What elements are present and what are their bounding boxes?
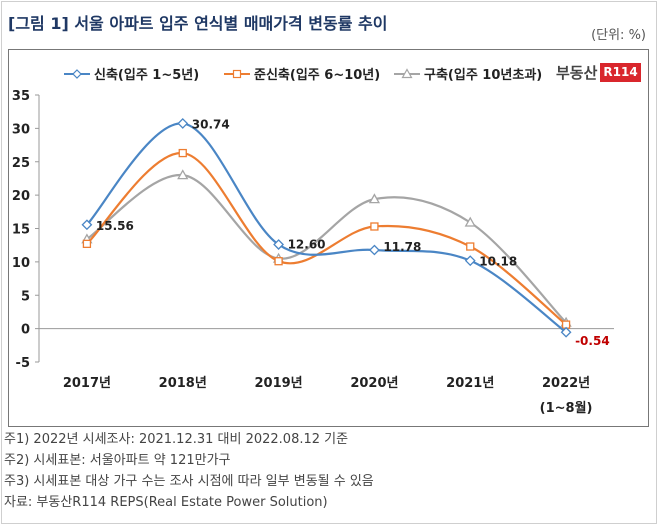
- data-point-marker: [177, 169, 189, 180]
- data-point-marker: [82, 239, 92, 249]
- footnote-2: 주2) 시세표본: 서울아파트 약 121만가구: [4, 453, 231, 468]
- series-line: [86, 173, 567, 324]
- x-tick-label: 2021년: [446, 376, 494, 391]
- x-tick-label: 2018년: [159, 376, 207, 391]
- chart-area: -5 0 5 10 15 20 25 30 35 2017년 2018년 2019년 2020년 2021…: [8, 49, 649, 427]
- y-tick-label: 15: [12, 223, 30, 238]
- legend: 신축(입주 1~5년) 준신축(입주 6~10년) 구축(입주 10년초과): [64, 67, 542, 83]
- data-point-marker: [81, 219, 93, 231]
- data-label: 15.56: [96, 219, 134, 233]
- data-point-marker: [370, 222, 379, 231]
- data-point-marker: [368, 244, 380, 256]
- figure-title: [그림 1] 서울 아파트 입주 연식별 매매가격 변동률 추이: [8, 14, 388, 33]
- footnote-1: 주1) 2022년 시세조사: 2021.12.31 대비 2022.08.12…: [4, 432, 349, 447]
- line-chart: -5 0 5 10 15 20 25 30 35 2017년 2018년 2019년 2020년 2021…: [12, 67, 614, 416]
- x-tick-label: 2019년: [255, 376, 303, 391]
- data-point-marker: [368, 193, 381, 204]
- y-tick-label: 35: [12, 89, 30, 104]
- x-tick-label: 2022년: [542, 376, 590, 391]
- data-point-marker: [177, 118, 189, 129]
- y-tick-label: 0: [21, 323, 30, 338]
- x-tick-label: 2020년: [350, 376, 398, 391]
- y-tick-label: 30: [12, 122, 30, 137]
- data-point-marker: [560, 326, 572, 338]
- footnote-3: 주3) 시세표본 대상 가구 수는 조사 시점에 따라 일부 변동될 수 있음: [4, 474, 374, 489]
- logo-badge: R114: [600, 63, 641, 82]
- data-point-marker: [273, 239, 285, 250]
- data-label: 10.18: [479, 255, 517, 269]
- data-label: 11.78: [383, 240, 421, 254]
- series-line: [86, 122, 567, 334]
- data-point-marker: [464, 255, 476, 267]
- y-tick-label: 25: [12, 156, 30, 171]
- logo: 부동산 R114: [556, 62, 641, 83]
- legend-marker: [401, 68, 413, 79]
- legend-label: 신축(입주 1~5년): [94, 67, 199, 83]
- legend-label: 준신축(입주 6~10년): [254, 67, 380, 83]
- data-label: -0.54: [575, 334, 610, 348]
- x-tick-label: (1~8월): [540, 400, 593, 416]
- legend-marker: [72, 69, 82, 79]
- data-point-marker: [464, 216, 476, 227]
- data-label: 12.60: [288, 238, 326, 252]
- legend-marker: [232, 69, 242, 79]
- data-point-marker: [466, 242, 475, 251]
- series-line: [86, 151, 567, 326]
- legend-label: 구축(입주 10년초과): [424, 67, 542, 83]
- y-tick-label: -5: [16, 356, 30, 371]
- data-point-marker: [178, 148, 187, 158]
- data-point-marker: [274, 257, 283, 266]
- footnotes: 주1) 2022년 시세조사: 2021.12.31 대비 2022.08.12…: [4, 429, 654, 513]
- data-label: 30.74: [192, 117, 230, 131]
- x-tick-label: 2017년: [63, 376, 111, 391]
- logo-text: 부동산: [556, 64, 598, 82]
- source-note: 자료: 부동산R114 REPS(Real Estate Power Solut…: [4, 495, 328, 510]
- y-tick-label: 5: [21, 289, 30, 304]
- unit-label: (단위: %): [591, 28, 646, 43]
- y-tick-label: 20: [12, 189, 30, 204]
- y-tick-label: 10: [12, 256, 30, 271]
